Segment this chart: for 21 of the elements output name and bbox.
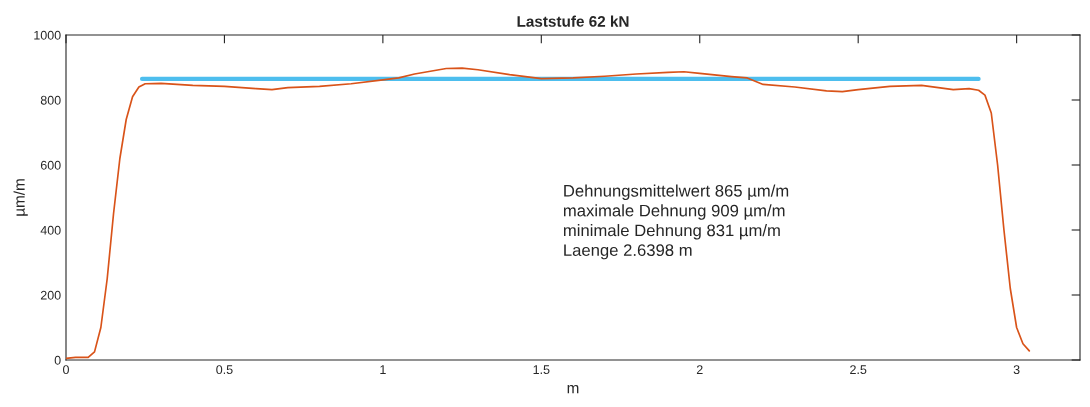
annotation: minimale Dehnung 831 µm/m bbox=[563, 224, 780, 240]
annotation: Laenge 2.6398 m bbox=[564, 244, 692, 260]
x-tick-label: 0.5 bbox=[216, 365, 233, 375]
annotation: Dehnungsmittelwert 865 µm/m bbox=[564, 184, 789, 201]
x-tick-label: 2.5 bbox=[850, 365, 867, 375]
chart-title: Laststufe 62 kN bbox=[517, 15, 629, 27]
x-tick-label: 0 bbox=[63, 365, 69, 375]
y-tick-label: 0 bbox=[54, 355, 61, 365]
x-tick-label: 2 bbox=[696, 365, 703, 374]
y-tick-label: 800 bbox=[40, 95, 61, 105]
y-tick-label: 600 bbox=[40, 160, 61, 170]
y-axis-title: µm/m bbox=[13, 179, 28, 216]
x-tick-label: 1 bbox=[380, 365, 386, 374]
y-tick-label: 400 bbox=[40, 225, 61, 235]
x-tick-label: 1.5 bbox=[533, 365, 550, 375]
y-tick-label: 1000 bbox=[34, 30, 61, 40]
line-series bbox=[66, 67, 1031, 360]
x-tick-label: 3 bbox=[1013, 365, 1020, 375]
annotation: maximale Dehnung 909 µm/m bbox=[563, 204, 785, 220]
x-axis-title: m bbox=[567, 384, 579, 394]
y-tick-label: 200 bbox=[40, 290, 61, 300]
